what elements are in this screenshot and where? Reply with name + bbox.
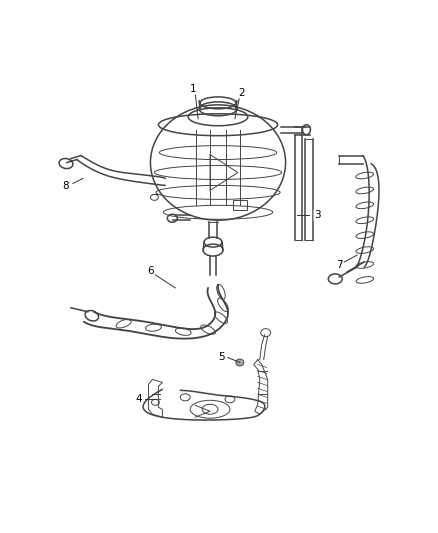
Ellipse shape <box>236 359 244 366</box>
Text: 4: 4 <box>135 394 142 405</box>
Text: 6: 6 <box>147 266 154 276</box>
Text: 3: 3 <box>314 210 321 220</box>
Text: 8: 8 <box>63 181 69 191</box>
Text: 1: 1 <box>190 84 197 94</box>
Text: 2: 2 <box>239 88 245 98</box>
Text: 7: 7 <box>336 260 343 270</box>
Text: 5: 5 <box>219 352 225 361</box>
